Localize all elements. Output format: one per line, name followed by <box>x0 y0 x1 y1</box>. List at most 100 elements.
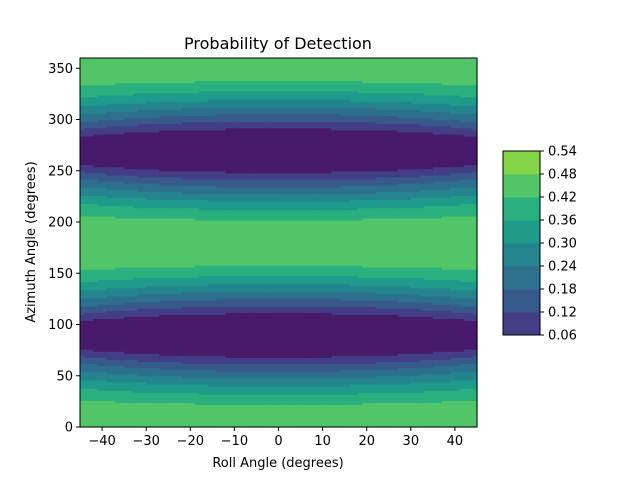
contour-cell <box>424 392 430 395</box>
contour-cell <box>265 414 271 418</box>
contour-cell <box>291 381 297 385</box>
contour-cell <box>432 418 438 422</box>
contour-cell <box>128 396 134 399</box>
contour-cell <box>177 383 183 387</box>
contour-cell <box>388 412 394 416</box>
contour-cell <box>110 371 116 375</box>
contour-cell <box>216 410 222 414</box>
contour-cell <box>168 404 174 408</box>
contour-cell <box>282 424 288 428</box>
contour-cell <box>362 406 368 410</box>
contour-cell <box>93 420 99 424</box>
contour-cell <box>212 392 218 395</box>
contour-cell <box>199 390 205 393</box>
contour-cell <box>177 416 183 420</box>
contour-cell <box>168 381 174 385</box>
contour-cell <box>375 396 381 399</box>
contour-cell <box>124 412 130 416</box>
contour-cell <box>260 420 266 424</box>
contour-cell <box>362 414 368 418</box>
contour-cell <box>141 365 147 369</box>
contour-cell <box>119 359 125 362</box>
contour-cell <box>335 369 341 373</box>
contour-cell <box>397 392 403 395</box>
contour-cell <box>110 381 116 385</box>
contour-cell <box>252 406 258 410</box>
contour-cell <box>384 359 390 362</box>
contour-cell <box>110 369 116 373</box>
contour-cell <box>106 369 112 373</box>
contour-cell <box>309 371 315 375</box>
contour-cell <box>335 398 341 401</box>
contour-cell <box>115 361 121 365</box>
contour-cell <box>199 402 205 406</box>
contour-cell <box>287 396 293 399</box>
contour-cell <box>225 386 231 389</box>
contour-cell <box>150 359 156 362</box>
contour-cell <box>207 408 213 412</box>
contour-cell <box>291 404 297 408</box>
contour-cell <box>322 412 328 416</box>
contour-cell <box>84 416 90 420</box>
contour-cell <box>318 377 324 381</box>
contour-cell <box>344 394 350 397</box>
contour-cell <box>212 398 218 401</box>
contour-cell <box>154 394 160 397</box>
contour-cell <box>265 365 271 369</box>
contour-cell <box>375 386 381 389</box>
contour-cell <box>177 379 183 383</box>
contour-cell <box>393 371 399 375</box>
contour-cell <box>93 410 99 414</box>
contour-cell <box>344 400 350 403</box>
contour-cell <box>97 373 103 377</box>
contour-cell <box>93 379 99 383</box>
contour-cell <box>181 404 187 408</box>
contour-cell <box>154 371 160 375</box>
contour-cell <box>344 412 350 416</box>
contour-cell <box>340 365 346 369</box>
contour-cell <box>424 359 430 362</box>
contour-cell <box>379 406 385 410</box>
contour-cell <box>110 357 116 360</box>
contour-cell <box>269 394 275 397</box>
contour-cell <box>313 369 319 373</box>
contour-cell <box>128 410 134 414</box>
chart-title: Probability of Detection <box>184 34 372 53</box>
contour-cell <box>340 373 346 377</box>
contour-cell <box>454 404 460 408</box>
contour-cell <box>177 412 183 416</box>
contour-cell <box>388 367 394 371</box>
contour-cell <box>102 398 108 401</box>
contour-cell <box>159 381 165 385</box>
contour-cell <box>375 414 381 418</box>
contour-cell <box>80 406 86 410</box>
contour-cell <box>141 367 147 371</box>
contour-cell <box>80 400 86 403</box>
contour-cell <box>177 377 183 381</box>
contour-cell <box>371 359 377 362</box>
contour-cell <box>406 375 412 379</box>
contour-cell <box>410 424 416 428</box>
contour-cell <box>110 412 116 416</box>
contour-cell <box>322 373 328 377</box>
contour-cell <box>163 400 169 403</box>
contour-cell <box>146 371 152 375</box>
contour-cell <box>212 367 218 371</box>
contour-cell <box>344 416 350 420</box>
contour-cell <box>340 361 346 365</box>
contour-cell <box>393 416 399 420</box>
contour-cell <box>88 361 94 365</box>
contour-cell <box>432 359 438 362</box>
contour-cell <box>238 418 244 422</box>
contour-cell <box>388 398 394 401</box>
contour-cell <box>424 404 430 408</box>
contour-cell <box>80 367 86 371</box>
contour-cell <box>397 359 403 362</box>
contour-cell <box>221 412 227 416</box>
contour-cell <box>287 402 293 406</box>
contour-cell <box>296 390 302 393</box>
contour-cell <box>402 373 408 377</box>
contour-cell <box>234 367 240 371</box>
contour-cell <box>150 386 156 389</box>
